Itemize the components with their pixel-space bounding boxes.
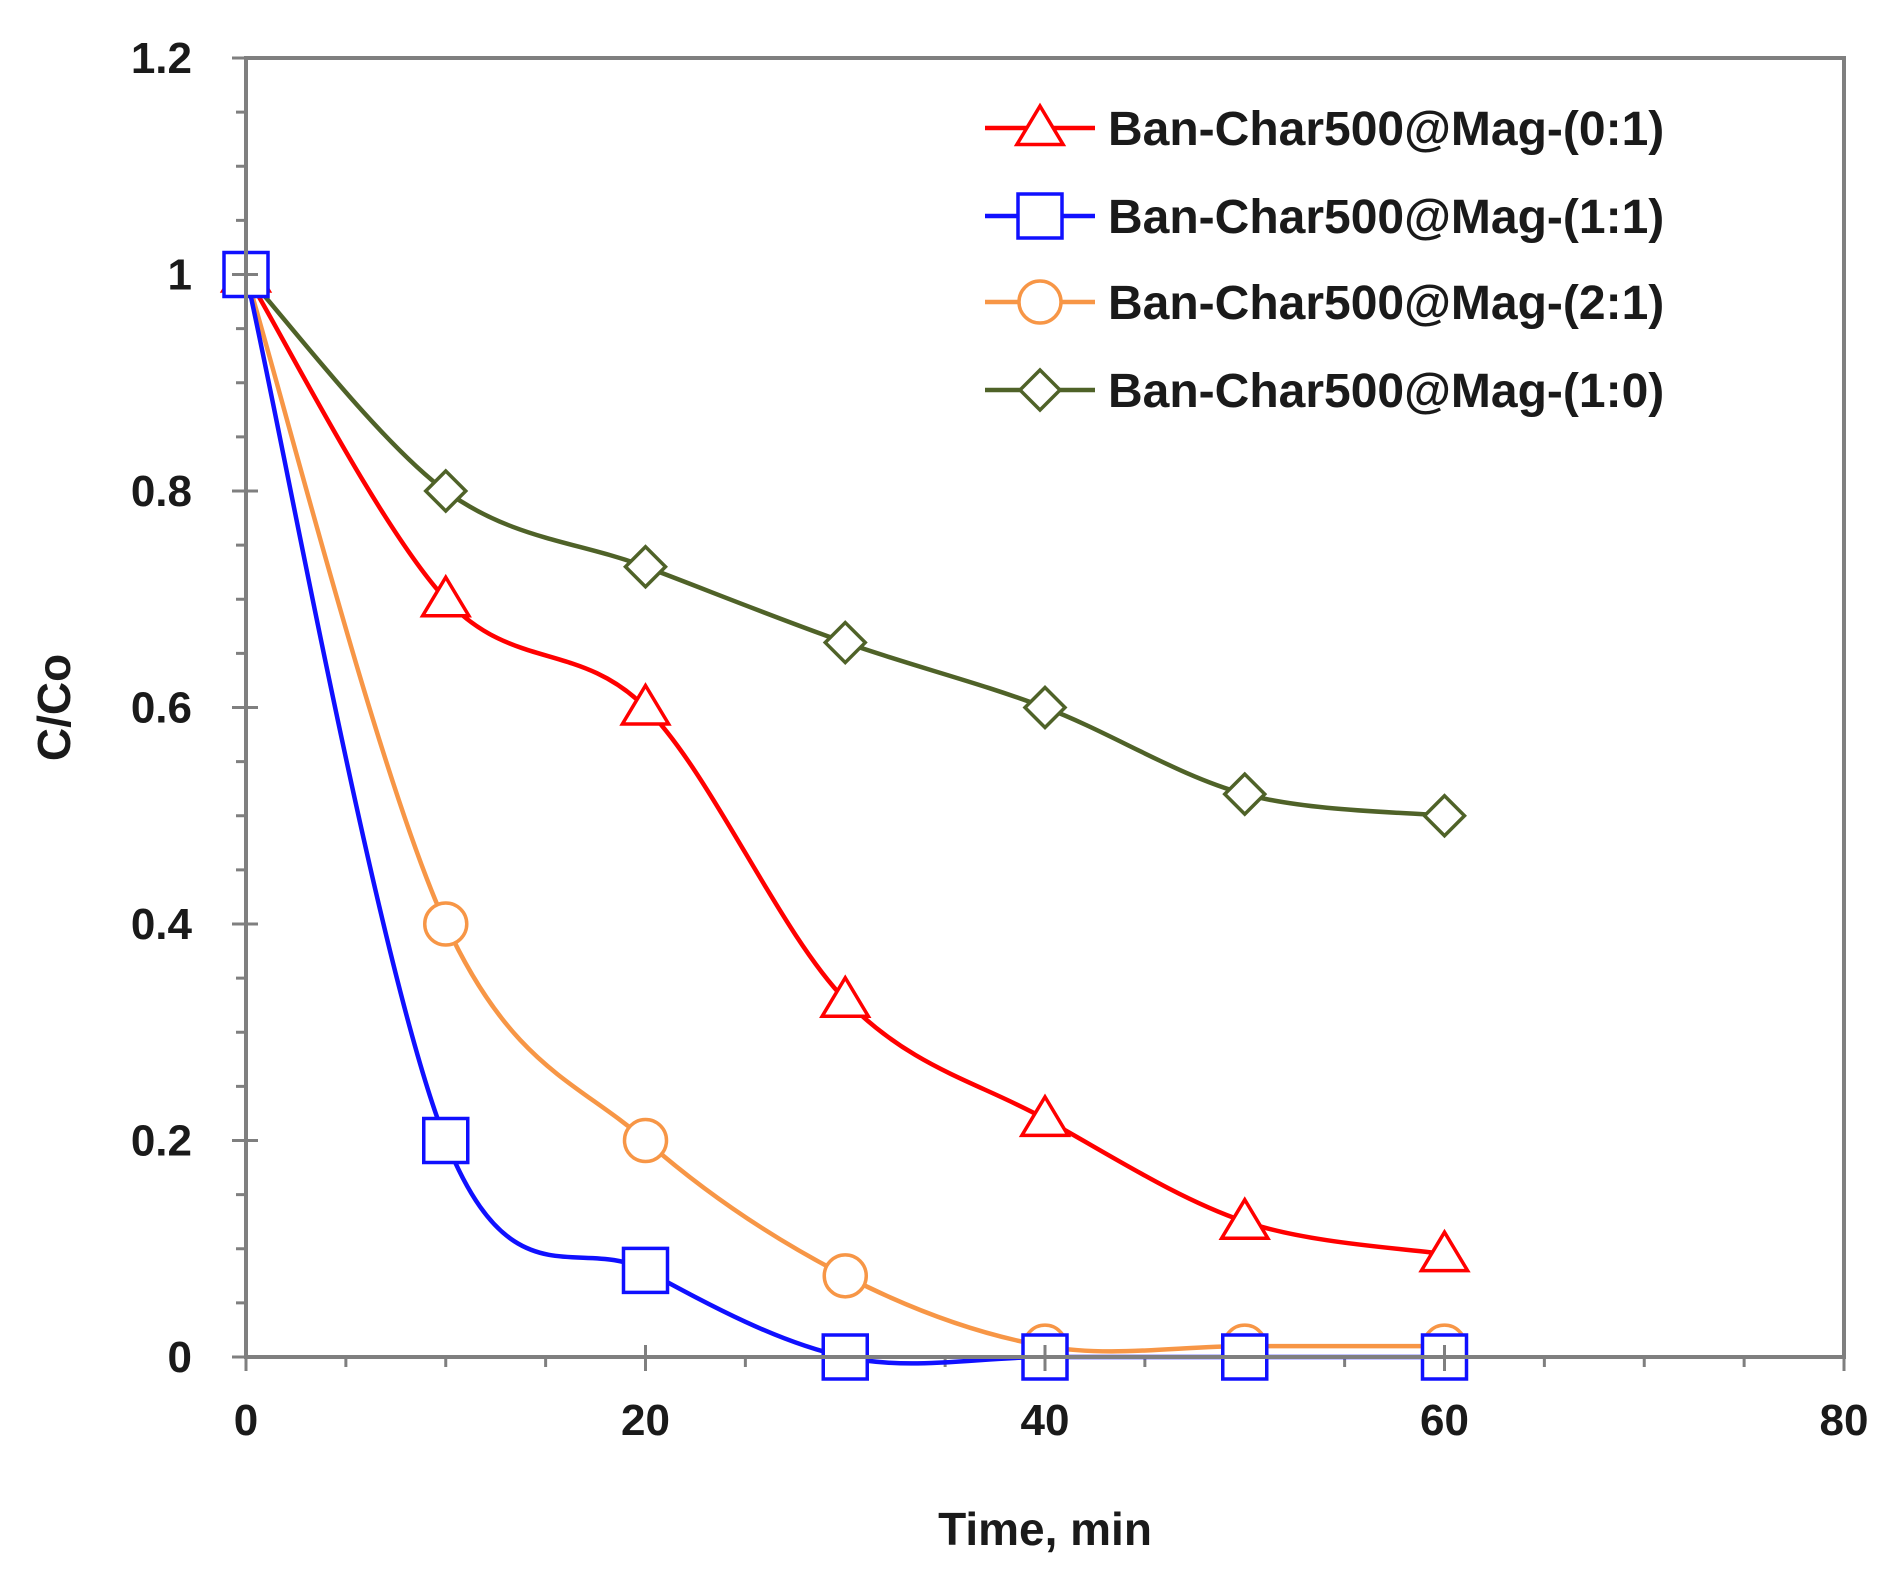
series-3 — [223, 252, 1467, 839]
x-tick-label: 40 — [1021, 1396, 1070, 1445]
data-point — [619, 682, 672, 726]
legend-marker — [1013, 102, 1067, 147]
data-point — [1222, 771, 1268, 817]
data-point — [623, 544, 668, 590]
y-tick-label: 1.2 — [131, 34, 192, 83]
legend-marker — [1016, 192, 1064, 240]
data-point — [1218, 1196, 1271, 1240]
y-tick-label: 0.8 — [131, 467, 192, 516]
series-0 — [219, 249, 1471, 1273]
data-point — [1422, 793, 1467, 839]
series-line — [243, 273, 1445, 1354]
legend-item: Ban-Char500@Mag-(1:0) — [985, 365, 1664, 418]
legend-label: Ban-Char500@Mag-(1:1) — [1108, 191, 1664, 244]
tick-layer: 0 20 40 60 80 0 0.2 0.4 0.6 0.8 1 1.2 — [131, 34, 1869, 1445]
legend-item: Ban-Char500@Mag-(2:1) — [985, 277, 1664, 330]
x-tick-label: 0 — [234, 1396, 258, 1445]
legend-marker — [1017, 279, 1063, 325]
data-point — [1018, 1093, 1072, 1138]
legend-label: Ban-Char500@Mag-(0:1) — [1108, 103, 1664, 156]
series-2 — [223, 251, 1468, 1369]
y-axis-title: C/Co — [28, 654, 80, 761]
y-tick-label: 0 — [168, 1333, 192, 1382]
y-tick-label: 0.2 — [131, 1117, 192, 1166]
series-line — [244, 273, 1445, 1257]
series-layer — [219, 249, 1471, 1381]
data-point — [822, 1253, 868, 1299]
legend-item: Ban-Char500@Mag-(1:1) — [985, 191, 1664, 244]
legend-item: Ban-Char500@Mag-(0:1) — [985, 102, 1664, 156]
series-line — [243, 273, 1445, 1366]
series-1 — [222, 250, 1469, 1381]
y-tick-label: 1 — [168, 251, 192, 300]
data-point — [822, 620, 868, 666]
data-point — [422, 1116, 470, 1165]
legend-label: Ban-Char500@Mag-(2:1) — [1108, 277, 1664, 330]
legend-marker — [1017, 367, 1063, 413]
data-point — [1022, 685, 1068, 730]
y-tick-label: 0.4 — [131, 900, 193, 949]
data-point — [621, 1246, 670, 1295]
x-axis-title: Time, min — [938, 1503, 1152, 1555]
data-point — [622, 1117, 669, 1164]
data-point — [819, 974, 872, 1019]
legend: Ban-Char500@Mag-(0:1) Ban-Char500@Mag-(1:… — [985, 102, 1664, 418]
data-point — [423, 901, 469, 947]
x-tick-label: 20 — [621, 1396, 670, 1445]
y-tick-label: 0.6 — [131, 684, 192, 733]
legend-label: Ban-Char500@Mag-(1:0) — [1108, 365, 1664, 418]
data-point — [1418, 1228, 1471, 1273]
data-point — [419, 573, 472, 618]
x-tick-label: 60 — [1420, 1396, 1469, 1445]
x-tick-label: 80 — [1820, 1396, 1869, 1445]
series-line — [244, 272, 1445, 818]
data-point — [423, 468, 469, 514]
